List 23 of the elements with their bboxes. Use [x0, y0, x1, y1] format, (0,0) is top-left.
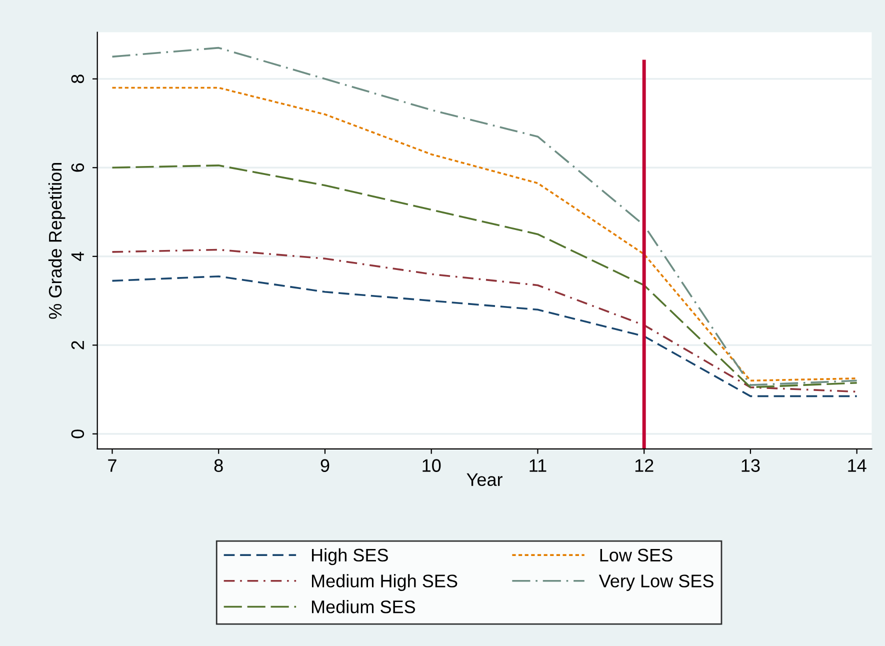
x-tick-label: 9	[320, 459, 330, 472]
y-axis-title: % Grade Repetition	[48, 163, 66, 319]
x-tick-label: 10	[422, 459, 441, 472]
legend-label: Medium SES	[312, 600, 416, 614]
line-series	[111, 164, 858, 388]
y-tick-label: 0	[71, 430, 84, 438]
y-tick-label: 2	[71, 341, 84, 350]
x-tick-label: 8	[214, 459, 223, 472]
legend-label: Medium High SES	[312, 574, 458, 591]
y-tick-label: 8	[71, 74, 84, 84]
legend-label: Low SES	[600, 548, 672, 562]
x-tick-label: 12	[635, 459, 654, 472]
x-tick-label: 7	[108, 459, 116, 472]
x-tick-label: 11	[530, 459, 546, 472]
x-tick-label: 13	[742, 459, 760, 472]
legend-label: High SES	[312, 548, 388, 566]
y-tick-label: 6	[71, 163, 84, 172]
line-series	[111, 275, 858, 398]
y-tick-label: 4	[71, 252, 84, 261]
legend-label: Very Low SES	[598, 574, 714, 591]
line-series	[111, 248, 858, 393]
x-tick-label: 14	[848, 459, 866, 472]
x-axis-title: Year	[466, 473, 502, 486]
